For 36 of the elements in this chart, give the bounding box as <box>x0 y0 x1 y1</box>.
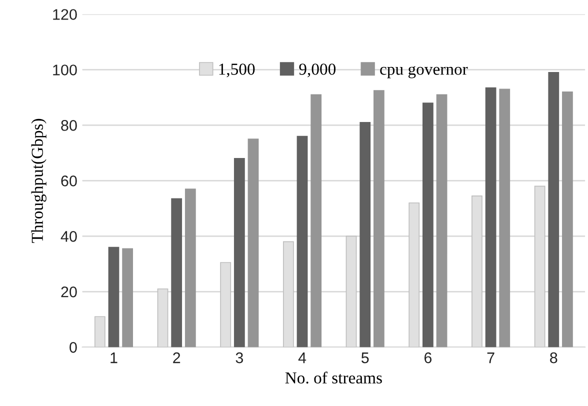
x-tick-label: 4 <box>298 352 306 364</box>
x-tick-label: 3 <box>236 352 244 364</box>
x-tick-label: 5 <box>361 352 369 364</box>
x-tick-label: 2 <box>173 352 180 364</box>
y-axis-title: Throughput(Gbps) <box>31 118 46 243</box>
y-tick-label: 120 <box>53 9 77 20</box>
bar <box>248 138 259 348</box>
legend-label: cpu governor <box>380 66 468 78</box>
bar <box>360 122 371 348</box>
bar <box>171 198 182 348</box>
x-axis-title: No. of streams <box>285 372 382 384</box>
y-tick-label: 60 <box>61 176 77 186</box>
bar <box>184 188 196 348</box>
bar <box>234 158 245 348</box>
x-tick-label: 7 <box>487 352 494 364</box>
bar <box>373 90 384 348</box>
x-tick-label: 1 <box>110 352 118 364</box>
y-tick-label: 80 <box>61 120 77 131</box>
bar <box>499 88 510 348</box>
y-tick-label: 0 <box>70 342 77 353</box>
bar <box>310 94 322 348</box>
bar <box>422 102 434 348</box>
x-tick-label: 8 <box>550 352 558 364</box>
legend-label: 1,500 <box>219 64 255 78</box>
legend-label: 9,000 <box>299 64 336 78</box>
bar <box>485 87 496 348</box>
y-tick-label: 40 <box>60 231 77 242</box>
bar <box>548 72 560 348</box>
bar <box>108 246 120 348</box>
bar <box>562 91 573 348</box>
bar <box>122 248 134 348</box>
y-tick-label: 100 <box>53 64 77 76</box>
x-tick-label: 6 <box>424 352 432 364</box>
bar <box>296 136 308 348</box>
bar <box>436 94 448 348</box>
y-tick-label: 20 <box>61 286 77 298</box>
